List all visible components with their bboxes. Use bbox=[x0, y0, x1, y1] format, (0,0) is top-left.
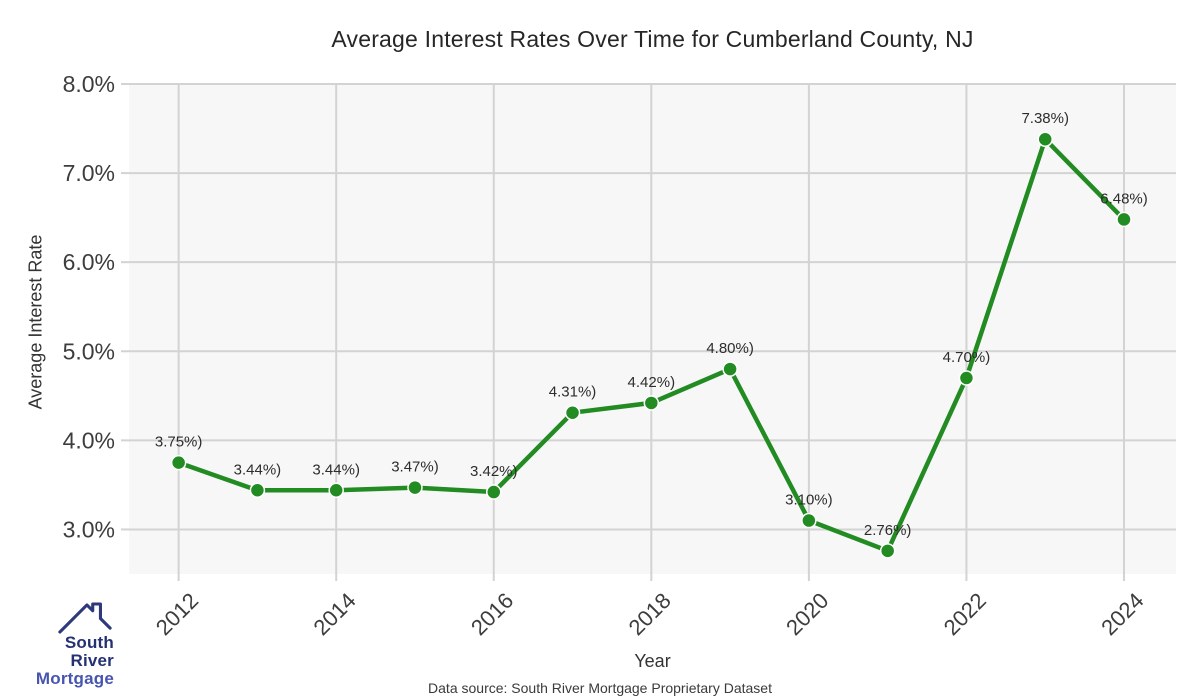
y-tick-label: 7.0% bbox=[63, 160, 115, 186]
company-logo: South River Mortgage bbox=[20, 602, 114, 688]
data-point-label: 6.48%) bbox=[1100, 190, 1148, 207]
x-tick-label: 2018 bbox=[624, 588, 676, 640]
data-point bbox=[801, 512, 817, 529]
data-point-label: 3.42%) bbox=[470, 463, 518, 480]
x-tick-label: 2012 bbox=[151, 588, 203, 640]
y-tick-label: 6.0% bbox=[63, 249, 115, 275]
data-point-label: 3.10%) bbox=[785, 492, 833, 509]
house-roof-icon bbox=[20, 602, 114, 634]
x-axis-title: Year bbox=[634, 651, 671, 671]
data-point-label: 4.70%) bbox=[943, 349, 991, 366]
data-point-label: 4.42%) bbox=[628, 374, 676, 391]
y-tick-label: 4.0% bbox=[63, 427, 115, 453]
logo-text-line2: Mortgage bbox=[35, 668, 114, 688]
x-tick-label: 2016 bbox=[466, 588, 518, 640]
y-tick-label: 8.0% bbox=[63, 71, 115, 97]
data-point-label: 3.47%) bbox=[391, 459, 439, 476]
data-point-label: 3.75%) bbox=[155, 434, 203, 451]
data-point bbox=[879, 543, 896, 559]
data-point bbox=[249, 482, 266, 499]
data-point-label: 4.80%) bbox=[706, 340, 754, 357]
data-point-label: 4.31%) bbox=[549, 384, 597, 401]
x-tick-label: 2024 bbox=[1096, 588, 1148, 640]
data-point-label: 2.76%) bbox=[864, 522, 912, 539]
data-point-label: 3.44%) bbox=[234, 461, 282, 478]
chart-title: Average Interest Rates Over Time for Cum… bbox=[331, 26, 974, 52]
y-axis-title: Average Interest Rate bbox=[25, 234, 46, 410]
y-tick-label: 3.0% bbox=[63, 516, 115, 542]
data-point bbox=[958, 370, 975, 386]
data-point bbox=[1116, 211, 1132, 228]
x-tick-label: 2014 bbox=[308, 588, 360, 640]
data-point bbox=[643, 395, 660, 411]
x-tick-label: 2020 bbox=[781, 588, 833, 640]
logo-text-line1: South River bbox=[64, 633, 114, 670]
data-source-note: Data source: South River Mortgage Propri… bbox=[428, 680, 772, 696]
data-point bbox=[170, 454, 187, 471]
y-tick-label: 5.0% bbox=[63, 338, 115, 364]
data-point bbox=[564, 404, 581, 421]
plot-area bbox=[129, 84, 1176, 574]
data-point bbox=[486, 484, 502, 500]
x-tick-label: 2022 bbox=[939, 588, 991, 640]
data-point-label: 7.38%) bbox=[1021, 110, 1069, 127]
data-point bbox=[722, 361, 738, 377]
data-point bbox=[1037, 131, 1053, 147]
data-point bbox=[407, 479, 423, 496]
data-point bbox=[328, 482, 344, 499]
data-point-label: 3.44%) bbox=[312, 461, 360, 478]
